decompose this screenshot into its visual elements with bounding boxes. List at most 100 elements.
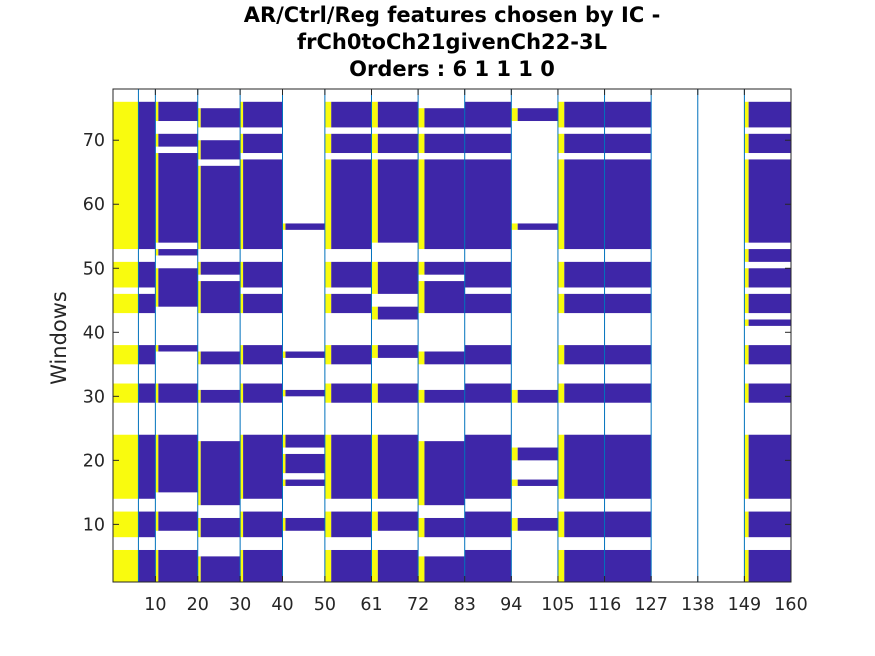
heatmap-cell-blue-6-3 [331,383,372,403]
heatmap-cell-yellow-4-3 [240,383,244,403]
x-tick-label-11: 127 [634,595,667,615]
heatmap-cell-yellow-5-3 [282,434,286,448]
heatmap-cell-blue-2-4 [158,345,198,352]
heatmap-cell-yellow-5-4 [282,389,286,397]
heatmap-cell-blue-1-3 [138,383,156,403]
heatmap-cell-blue-15-5 [748,319,791,326]
heatmap-cell-blue-8-5 [424,281,465,314]
heatmap-cell-blue-5-3 [285,434,325,448]
heatmap-cell-blue-11-3 [564,383,605,403]
heatmap-cell-yellow-15-11 [744,101,749,128]
heatmap-cell-blue-6-7 [331,159,372,250]
x-tick-label-9: 105 [541,595,574,615]
x-tick-label-1: 20 [187,595,209,615]
axes-border [112,88,792,583]
heatmap-cell-blue-5-0 [285,517,325,531]
heatmap-cell-blue-4-1 [243,511,283,538]
x-tick-label-6: 72 [407,595,429,615]
heatmap-cell-blue-6-1 [331,511,372,538]
heatmap-cell-yellow-4-9 [240,101,244,128]
heatmap-cell-yellow-8-1 [418,517,425,538]
heatmap-cell-yellow-11-9 [557,101,565,128]
heatmap-cell-blue-8-8 [424,133,465,154]
heatmap-cell-yellow-11-8 [557,133,565,154]
heatmap-cell-blue-7-7 [377,159,419,243]
heatmap-cell-yellow-15-5 [744,319,749,326]
heatmap-area [113,101,791,582]
heatmap-cell-blue-4-9 [243,101,283,128]
heatmap-cell-yellow-11-0 [557,549,565,582]
heatmap-cell-blue-15-4 [748,345,791,365]
heatmap-cell-blue-12-0 [604,549,652,582]
heatmap-cell-blue-5-6 [285,223,325,230]
heatmap-cell-yellow-0-3 [113,383,139,403]
heatmap-cell-blue-9-7 [464,159,512,250]
x-tick-label-3: 40 [271,595,293,615]
heatmap-cell-yellow-7-6 [371,261,378,294]
heatmap-cell-yellow-7-4 [371,345,378,358]
heatmap-cell-blue-9-5 [464,293,512,314]
heatmap-cell-blue-9-4 [464,345,512,365]
heatmap-cell-yellow-15-8 [744,249,749,262]
heatmap-cell-yellow-2-4 [155,345,159,352]
heatmap-cell-yellow-2-1 [155,511,159,531]
heatmap-cell-blue-11-2 [564,434,605,499]
heatmap-cell-blue-10-5 [517,108,558,122]
heatmap-cell-blue-2-5 [158,268,198,307]
heatmap-cell-blue-8-1 [424,517,465,538]
heatmap-cell-blue-8-4 [424,351,465,365]
heatmap-cell-blue-7-3 [377,383,419,403]
heatmap-cell-blue-7-6 [377,261,419,294]
heatmap-cell-blue-2-0 [158,549,198,582]
heatmap-cell-blue-12-5 [604,293,652,314]
heatmap-cell-blue-3-3 [200,389,241,403]
heatmap-cell-yellow-10-5 [511,108,518,122]
heatmap-cell-yellow-0-6 [113,261,139,288]
heatmap-cell-yellow-3-8 [197,140,201,160]
x-tick-label-14: 160 [774,595,807,615]
heatmap-cell-blue-15-3 [748,383,791,403]
heatmap-cell-blue-6-4 [331,345,372,365]
heatmap-cell-yellow-4-0 [240,549,244,582]
heatmap-cell-yellow-6-5 [324,293,332,314]
heatmap-cell-yellow-15-7 [744,268,749,288]
heatmap-cell-yellow-4-2 [240,434,244,499]
heatmap-cell-blue-2-9 [158,101,198,122]
heatmap-cell-yellow-6-7 [324,159,332,250]
heatmap-cell-yellow-15-1 [744,511,749,538]
heatmap-cell-blue-1-4 [138,345,156,365]
axes-frame [112,88,792,583]
heatmap-cell-blue-6-9 [331,101,372,128]
heatmap-cell-blue-10-4 [517,223,558,230]
heatmap-cell-yellow-3-2 [197,441,201,506]
x-tick-label-2: 30 [229,595,251,615]
heatmap-cell-blue-9-8 [464,133,512,154]
heatmap-cell-blue-4-6 [243,261,283,288]
heatmap-cell-blue-2-7 [158,153,198,243]
chart-title-line-3: Orders : 6 1 1 1 0 [349,57,555,81]
heatmap-cell-blue-12-7 [604,159,652,250]
heatmap-cell-blue-11-0 [564,549,605,582]
heatmap-cell-yellow-2-2 [155,434,159,493]
heatmap-cell-blue-3-9 [200,108,241,128]
heatmap-cell-yellow-7-2 [371,434,378,499]
heatmap-cell-yellow-7-9 [371,101,378,128]
heatmap-cell-yellow-7-7 [371,159,378,243]
block-separators [137,89,792,582]
heatmap-cell-blue-2-8 [158,133,198,147]
heatmap-cell-yellow-11-4 [557,345,565,365]
heatmap-cell-yellow-15-9 [744,159,749,243]
heatmap-cell-blue-10-0 [517,517,558,531]
heatmap-cell-blue-9-6 [464,261,512,288]
heatmap-cell-yellow-3-3 [197,389,201,403]
chart-title-line-1: AR/Ctrl/Reg features chosen by IC - [244,3,661,27]
heatmap-cell-blue-3-7 [200,165,241,250]
heatmap-cell-yellow-2-3 [155,383,159,403]
heatmap-cell-blue-2-2 [158,434,198,493]
x-tick-label-7: 83 [454,595,476,615]
heatmap-cell-yellow-0-5 [113,293,139,314]
heatmap-cell-yellow-7-1 [371,511,378,531]
heatmap-cell-blue-9-1 [464,511,512,538]
heatmap-cell-blue-11-8 [564,133,605,154]
